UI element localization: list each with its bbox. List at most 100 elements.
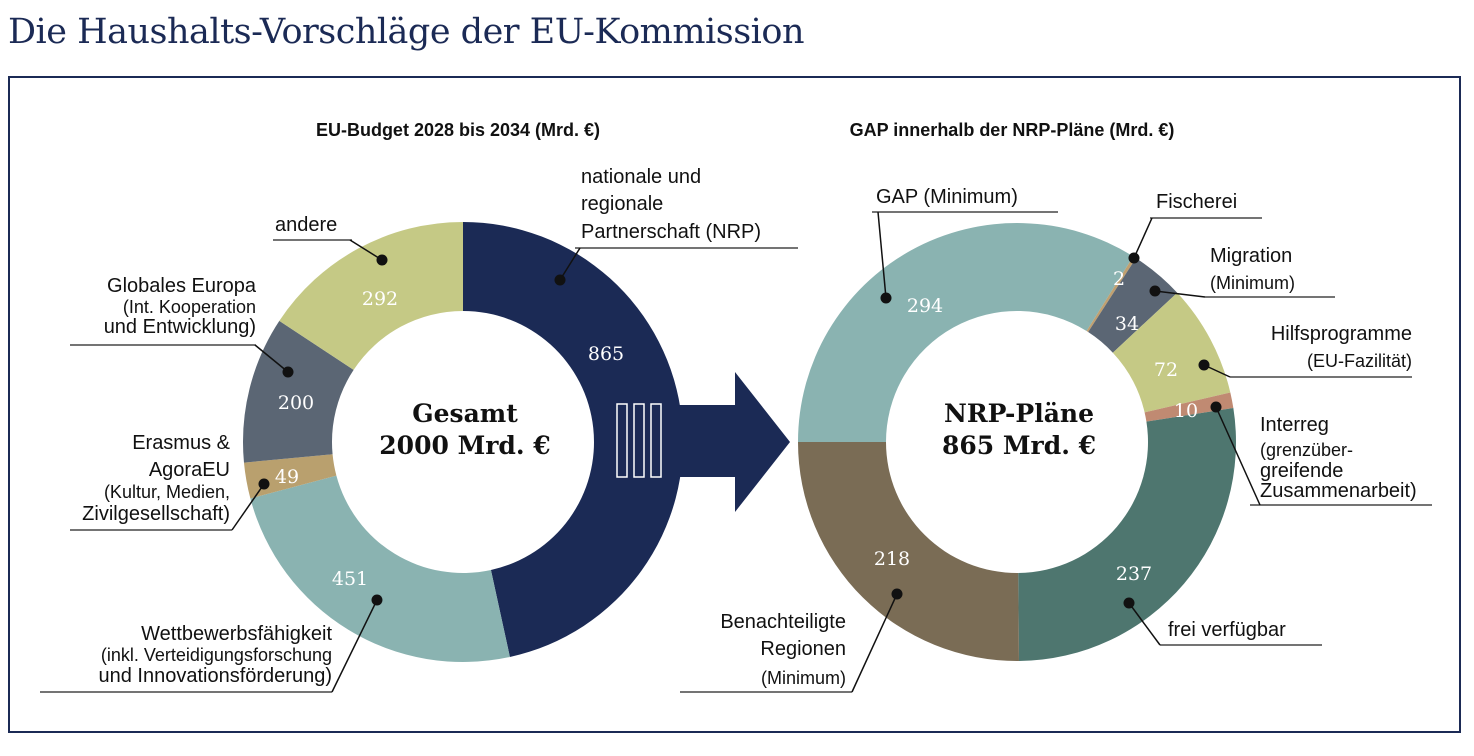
slice-label-line: Globales Europa [107, 275, 257, 297]
slice-label: andere [275, 214, 337, 236]
slice-label-line: Erasmus & [132, 432, 230, 454]
slice-label: Migration (Minimum) [1210, 245, 1295, 293]
slice-label-line: regionale [581, 193, 663, 215]
slice-label-line: andere [275, 214, 337, 236]
donut-slice [242, 320, 354, 463]
slice-label-line: (Minimum) [1210, 273, 1295, 293]
leader-line [877, 211, 887, 299]
slice-label-line: (Int. Kooperation [123, 297, 256, 317]
arrow-bar [633, 403, 645, 478]
data-label: 237 [1116, 563, 1152, 585]
leader-dot [376, 254, 388, 266]
arrow-bar [650, 403, 662, 478]
leader-line [851, 593, 898, 693]
donut-slice [279, 222, 463, 370]
donut-slice [798, 442, 1019, 661]
leader-dot [554, 274, 566, 286]
slice-label-line: Wettbewerbsfähigkeit [141, 623, 332, 645]
leader-dot [1128, 252, 1140, 264]
leader-dot [891, 588, 903, 600]
slice-label: Erasmus & AgoraEU (Kultur, Medien, Zivilges… [82, 432, 230, 525]
donut-slice [250, 475, 510, 662]
slice-label: frei verfügbar [1168, 619, 1286, 641]
slice-label-line: (Minimum) [761, 668, 846, 688]
donut-nrp-plans: GAP innerhalb der NRP-Pläne (Mrd. €) NRP-… [680, 120, 1432, 693]
data-label: 2 [1113, 268, 1125, 290]
leader-line [331, 599, 378, 693]
arrow-shape [668, 372, 790, 512]
leader-dot [1210, 401, 1222, 413]
data-label: 451 [332, 568, 368, 590]
slice-label-line: Migration [1210, 245, 1292, 267]
slice-label-line: und Innovationsförderung) [99, 665, 333, 687]
center-label: NRP-Pläne [944, 399, 1094, 428]
leader-line [1154, 290, 1206, 298]
data-label: 200 [278, 392, 314, 414]
slice-label-line: Partnerschaft (NRP) [581, 221, 761, 243]
chart-title: GAP innerhalb der NRP-Pläne (Mrd. €) [850, 120, 1175, 140]
leader-dot [258, 478, 270, 490]
leader-dot [1149, 285, 1161, 297]
slice-label-line: Zivilgesellschaft) [82, 503, 230, 525]
data-label: 49 [275, 466, 299, 488]
data-label: 292 [362, 288, 398, 310]
leader-dot [371, 594, 383, 606]
center-label: Gesamt [412, 399, 518, 428]
center-label: 2000 Mrd. € [379, 431, 550, 460]
slice-label-line: GAP (Minimum) [876, 186, 1018, 208]
leader-dot [282, 366, 294, 378]
slice-label: Benachteiligte Regionen (Minimum) [720, 611, 846, 688]
data-label: 72 [1154, 359, 1178, 381]
slice-label-line: greifende [1260, 460, 1343, 482]
slice-label: GAP (Minimum) [876, 186, 1018, 208]
slice-label: Fischerei [1156, 191, 1237, 213]
leader-line [231, 483, 265, 531]
leader-line [559, 247, 581, 281]
slice-label-line: (EU-Fazilität) [1307, 351, 1412, 371]
donut-eu-budget: EU-Budget 2028 bis 2034 (Mrd. €) Gesamt 20… [40, 120, 798, 693]
donut-slice [1086, 256, 1136, 333]
page-title: Die Haushalts-Vorschläge der EU-Kommissi… [8, 12, 804, 52]
leader-line [1133, 217, 1153, 259]
slice-label-line: Regionen [760, 638, 846, 660]
data-label: 218 [874, 548, 910, 570]
arrow-bar [616, 403, 628, 478]
slice-label-line: Fischerei [1156, 191, 1237, 213]
arrow-icon [616, 372, 790, 512]
slice-label-line: frei verfügbar [1168, 619, 1286, 641]
slice-label: nationale und regionale Partnerschaft (NRP… [581, 166, 761, 243]
slice-label: Wettbewerbsfähigkeit (inkl. Verteidigungs… [99, 623, 333, 687]
donut-slice [798, 222, 1134, 442]
slice-label-line: Hilfsprogramme [1271, 323, 1412, 345]
slice-label: Globales Europa (Int. Kooperation und Entw… [104, 275, 257, 338]
slice-label-line: Benachteiligte [720, 611, 846, 633]
chart-title: EU-Budget 2028 bis 2034 (Mrd. €) [316, 120, 600, 140]
slice-label-line: und Entwicklung) [104, 316, 256, 338]
slice-label-line: nationale und [581, 166, 701, 188]
slice-label-line: (Kultur, Medien, [104, 482, 230, 502]
slice-label: Interreg (grenzüber-greifende Zusammenarbe… [1260, 414, 1417, 502]
leader-dot [880, 292, 892, 304]
leader-line [254, 344, 289, 373]
donut-slice [1144, 392, 1234, 422]
data-label: 294 [907, 295, 943, 317]
slice-label-line: (grenzüber- [1260, 440, 1353, 460]
slice-label-line: AgoraEU [149, 459, 230, 481]
leader-dot [1198, 359, 1210, 371]
slice-label-line: Zusammenarbeit) [1260, 480, 1417, 502]
leader-line [1128, 602, 1161, 646]
data-label: 34 [1115, 313, 1139, 335]
data-label: 10 [1174, 400, 1198, 422]
leader-line [349, 239, 383, 261]
leader-dot [1123, 597, 1135, 609]
donut-slice [1018, 408, 1236, 661]
leader-line [1215, 406, 1261, 506]
center-label: 865 Mrd. € [942, 431, 1096, 460]
chart-frame [8, 76, 1461, 733]
data-label: 865 [588, 343, 624, 365]
slice-label: Hilfsprogramme (EU-Fazilität) [1271, 323, 1412, 371]
donut-slice [463, 222, 683, 657]
slice-label-line: Interreg [1260, 414, 1329, 436]
donut-slice [1088, 258, 1178, 353]
